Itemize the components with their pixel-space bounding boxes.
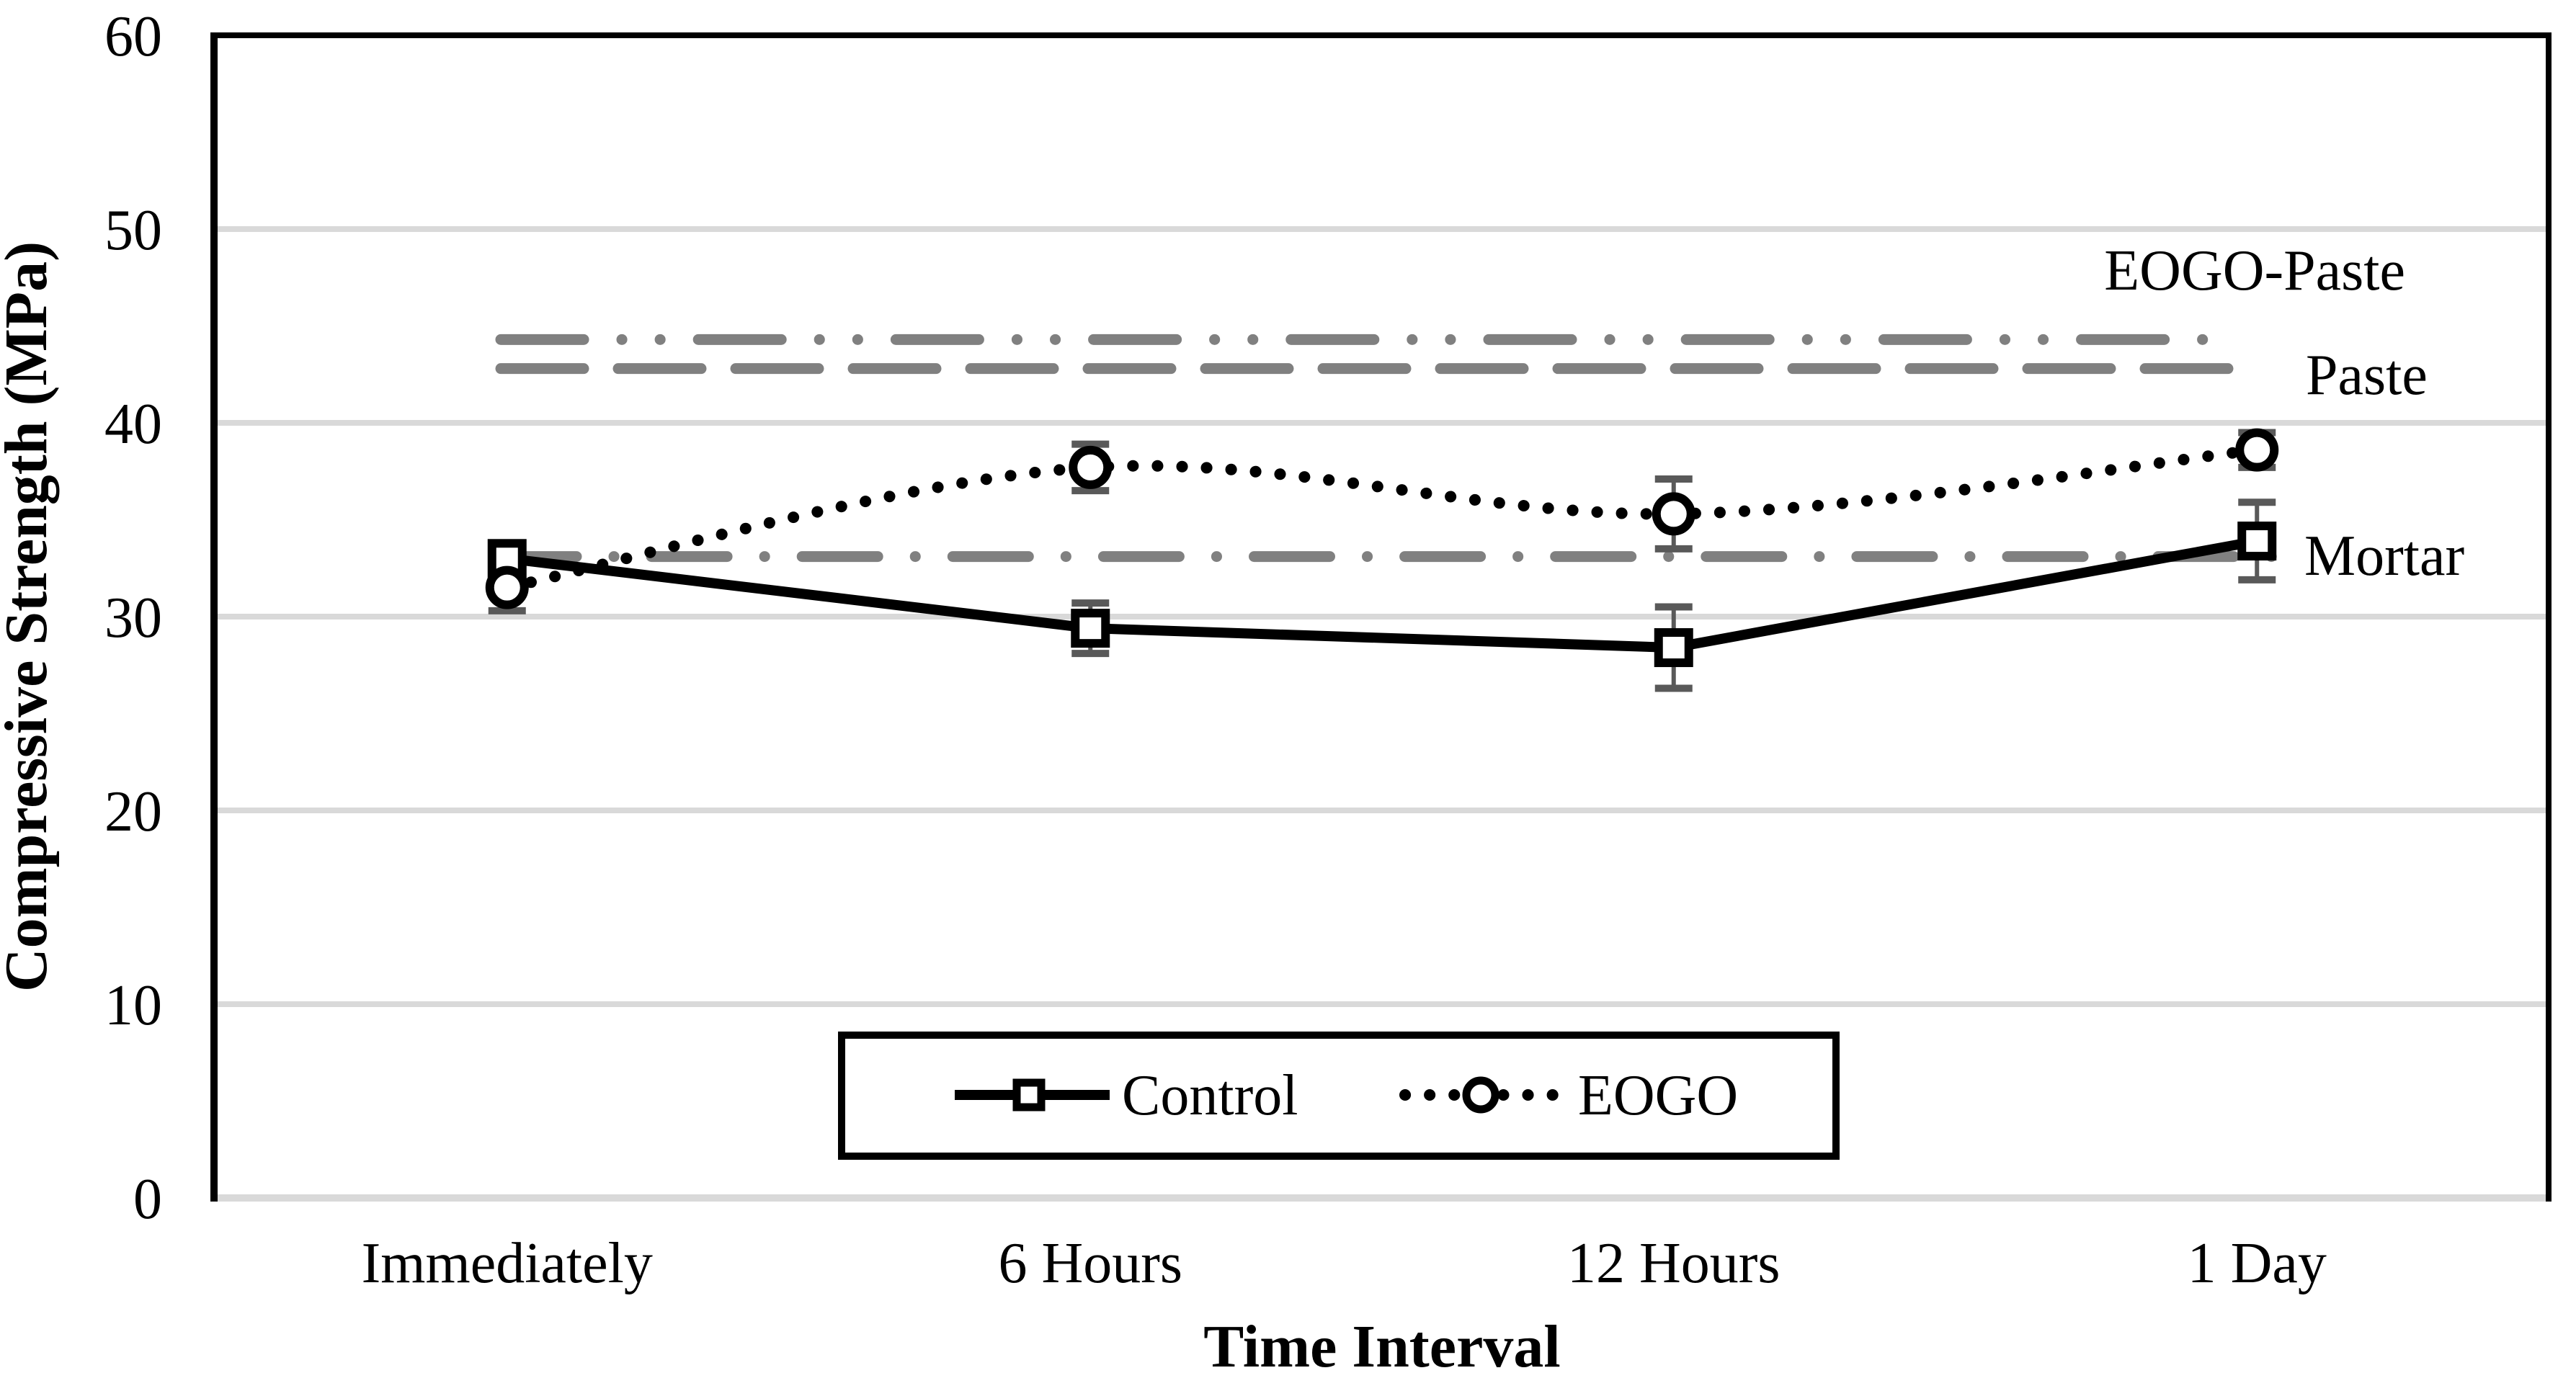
ref-line-label-eogo-paste: EOGO-Paste: [2104, 239, 2405, 303]
axis-ticks-layer: 0 10 20 30 40 50 60 Immediately 6 Hours 12 Hours 1…: [104, 5, 2327, 1295]
error-bars-control: [488, 498, 2276, 692]
y-tick-label-60: 60: [104, 5, 162, 68]
y-axis-title: Compressive Strength (MPa): [0, 241, 60, 992]
x-category-label-0: Immediately: [362, 1232, 653, 1295]
x-axis-title: Time Interval: [1203, 1313, 1560, 1380]
plot-border-layer: [210, 32, 2552, 1202]
marker-eogo-3: [2235, 428, 2279, 472]
legend-label-eogo: EOGO: [1578, 1064, 1738, 1127]
marker-control-1: [1071, 609, 1110, 648]
y-tick-label-0: 0: [133, 1168, 162, 1231]
series-markers-layer: [485, 428, 2279, 668]
ref-line-label-paste: Paste: [2306, 344, 2428, 407]
x-category-label-2: 12 Hours: [1567, 1232, 1781, 1295]
marker-control-2: [1654, 628, 1693, 668]
x-category-label-3: 1 Day: [2188, 1232, 2327, 1295]
ref-line-label-mortar: Mortar: [2304, 524, 2464, 588]
gridlines-layer: [215, 226, 2549, 1007]
marker-eogo-0: [485, 565, 529, 609]
marker-control-3: [2237, 522, 2277, 561]
y-tick-label-20: 20: [104, 780, 162, 844]
legend-box: [838, 1032, 1840, 1160]
legend-marker-circle: [1462, 1076, 1499, 1114]
legend-marker-square: [1012, 1078, 1046, 1112]
x-category-label-1: 6 Hours: [998, 1232, 1182, 1295]
marker-eogo-2: [1652, 492, 1695, 536]
series-line-control: [506, 536, 2258, 653]
reference-lines-layer: [495, 334, 2283, 563]
y-tick-label-10: 10: [104, 974, 162, 1037]
series-line-eogo: [501, 444, 2263, 594]
y-tick-label-40: 40: [104, 393, 162, 456]
y-tick-label-50: 50: [104, 199, 162, 262]
legend-label-control: Control: [1122, 1064, 1298, 1127]
series-lines-layer: [501, 444, 2263, 653]
y-tick-label-30: 30: [104, 586, 162, 650]
legend: Control EOGO: [838, 1032, 1840, 1160]
marker-eogo-1: [1069, 445, 1113, 489]
